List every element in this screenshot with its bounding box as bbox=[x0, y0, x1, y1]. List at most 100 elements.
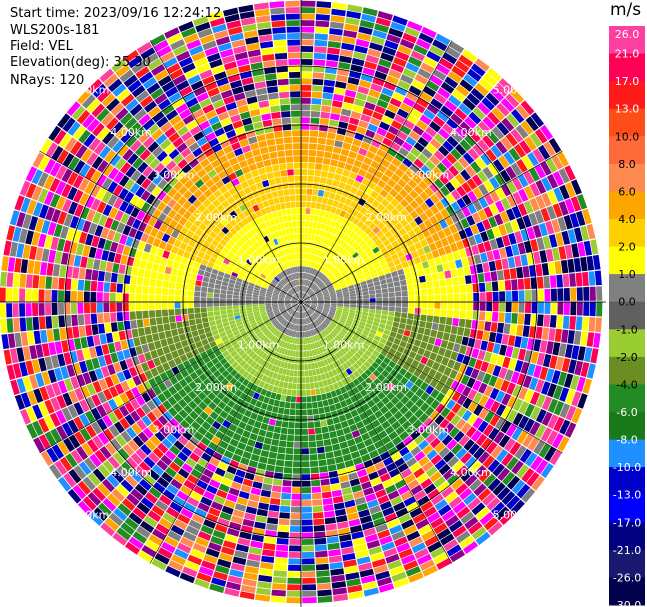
range-gate bbox=[315, 388, 320, 395]
range-gate bbox=[363, 305, 369, 309]
range-gate bbox=[61, 253, 69, 265]
range-gate bbox=[544, 289, 550, 301]
range-gate bbox=[395, 286, 401, 291]
range-gate bbox=[201, 302, 207, 307]
range-gate bbox=[523, 325, 530, 337]
range-gate bbox=[195, 313, 202, 319]
range-gate bbox=[301, 189, 307, 195]
range-gate bbox=[91, 281, 98, 291]
range-gate bbox=[486, 312, 493, 322]
range-gate bbox=[307, 176, 313, 182]
range-gate bbox=[466, 311, 473, 320]
range-gate bbox=[209, 321, 216, 327]
range-gate bbox=[386, 278, 393, 284]
range-gate bbox=[149, 310, 155, 318]
range-gate bbox=[407, 284, 414, 290]
range-gate bbox=[403, 267, 410, 274]
range-gate bbox=[264, 437, 272, 444]
range-gate bbox=[279, 440, 287, 447]
range-gate bbox=[207, 298, 213, 303]
range-gate bbox=[258, 575, 272, 583]
range-gate bbox=[330, 568, 344, 576]
range-gate bbox=[59, 265, 66, 277]
range-gate bbox=[275, 394, 281, 401]
range-gate bbox=[190, 325, 197, 332]
range-gate bbox=[310, 467, 319, 474]
range-gate bbox=[301, 227, 305, 233]
range-gate bbox=[168, 303, 174, 310]
range-gate bbox=[284, 408, 290, 415]
range-gate bbox=[336, 134, 345, 142]
range-gate bbox=[538, 302, 544, 314]
range-gate bbox=[152, 263, 159, 271]
range-gate bbox=[175, 255, 183, 263]
range-gate bbox=[142, 303, 148, 311]
range-gate bbox=[501, 258, 509, 269]
range-gate bbox=[162, 288, 168, 295]
range-gate bbox=[138, 268, 145, 277]
range-gate bbox=[480, 341, 488, 351]
range-gate bbox=[302, 481, 311, 487]
range-gate bbox=[514, 336, 522, 348]
range-gate bbox=[59, 328, 66, 340]
range-gate bbox=[189, 319, 196, 325]
range-gate bbox=[330, 22, 344, 30]
range-gate bbox=[97, 282, 104, 292]
range-gate bbox=[314, 382, 319, 388]
range-gate bbox=[491, 322, 498, 332]
range-gate bbox=[138, 328, 145, 337]
range-gate bbox=[340, 176, 348, 184]
range-gate bbox=[402, 296, 408, 301]
range-gate bbox=[439, 317, 446, 325]
range-gate bbox=[291, 364, 295, 370]
range-gate bbox=[313, 408, 319, 415]
range-gate bbox=[329, 120, 339, 127]
range-gate bbox=[157, 325, 164, 333]
range-gate bbox=[259, 496, 270, 504]
range-gate bbox=[337, 304, 343, 306]
range-gate bbox=[419, 276, 426, 283]
range-gate bbox=[583, 287, 589, 301]
range-gate bbox=[188, 285, 195, 291]
range-gate bbox=[413, 320, 420, 327]
range-gate bbox=[139, 260, 147, 269]
range-gate bbox=[45, 303, 51, 315]
range-gate bbox=[465, 319, 472, 328]
range-gate bbox=[328, 543, 341, 550]
range-gate bbox=[580, 257, 588, 271]
range-gate bbox=[327, 536, 339, 543]
range-gate bbox=[446, 278, 453, 286]
range-gate bbox=[503, 269, 510, 280]
range-gate bbox=[537, 277, 544, 289]
range-gate bbox=[564, 288, 570, 301]
range-gate bbox=[85, 269, 92, 280]
range-gate bbox=[321, 171, 328, 178]
range-gate bbox=[136, 294, 142, 302]
range-gate bbox=[208, 283, 215, 288]
range-gate bbox=[152, 333, 159, 341]
range-gate bbox=[183, 278, 190, 285]
range-gate bbox=[233, 292, 239, 296]
range-gate bbox=[189, 279, 196, 285]
range-gate bbox=[80, 256, 88, 268]
range-gate bbox=[460, 310, 466, 318]
range-gate bbox=[425, 274, 432, 281]
range-gate bbox=[32, 303, 38, 316]
range-gate bbox=[422, 335, 429, 343]
range-gate bbox=[289, 416, 295, 422]
range-gate bbox=[312, 92, 322, 99]
range-gate bbox=[252, 427, 260, 435]
range-gate bbox=[330, 113, 340, 120]
range-gate bbox=[188, 308, 194, 314]
range-gate bbox=[310, 461, 318, 467]
range-gate bbox=[334, 174, 342, 181]
range-gate bbox=[273, 479, 282, 486]
range-gate bbox=[302, 552, 314, 558]
range-gate bbox=[309, 370, 313, 376]
range-gate bbox=[421, 308, 427, 314]
range-gate bbox=[307, 189, 313, 195]
range-gate bbox=[71, 291, 77, 302]
range-gate bbox=[233, 299, 239, 302]
range-gate bbox=[301, 40, 314, 46]
range-gate bbox=[196, 275, 203, 281]
